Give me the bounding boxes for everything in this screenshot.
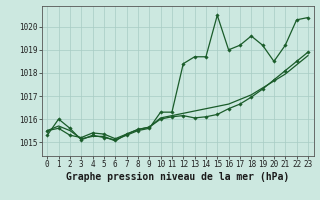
X-axis label: Graphe pression niveau de la mer (hPa): Graphe pression niveau de la mer (hPa) [66,172,289,182]
